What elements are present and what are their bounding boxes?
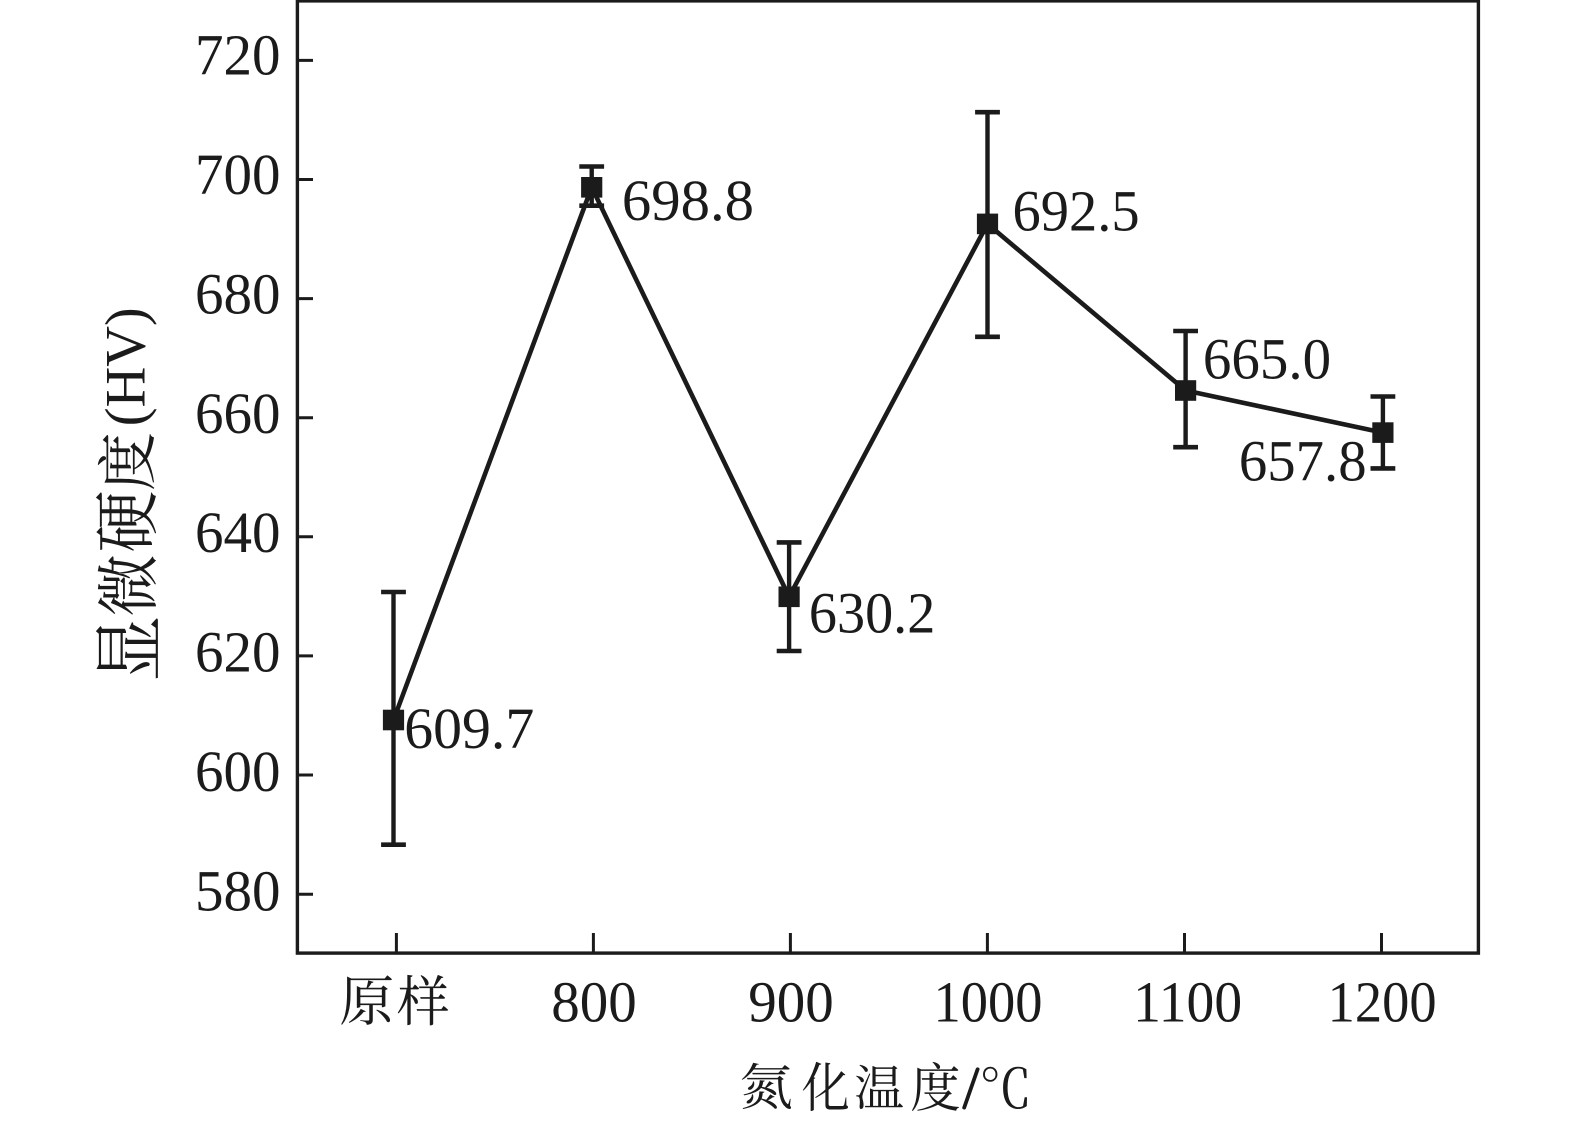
svg-text:698.8: 698.8	[622, 168, 754, 233]
svg-text:(HV): (HV)	[94, 307, 157, 426]
svg-text:1200: 1200	[1328, 970, 1437, 1035]
svg-text:580: 580	[195, 859, 281, 924]
svg-text:700: 700	[195, 142, 281, 207]
svg-text:680: 680	[195, 261, 281, 326]
svg-text:1000: 1000	[934, 970, 1043, 1035]
svg-text:665.0: 665.0	[1203, 327, 1331, 392]
svg-text:720: 720	[195, 23, 281, 88]
svg-text:692.5: 692.5	[1013, 178, 1140, 243]
svg-text:600: 600	[195, 739, 281, 804]
svg-text:800: 800	[551, 970, 637, 1035]
svg-text:660: 660	[195, 381, 281, 446]
svg-text:609.7: 609.7	[404, 696, 534, 761]
svg-text:640: 640	[195, 500, 281, 565]
svg-text:1100: 1100	[1133, 970, 1242, 1035]
svg-text:620: 620	[195, 620, 281, 685]
svg-text:900: 900	[748, 970, 834, 1035]
svg-text:657.8: 657.8	[1239, 428, 1367, 493]
svg-text:630.2: 630.2	[809, 581, 935, 646]
